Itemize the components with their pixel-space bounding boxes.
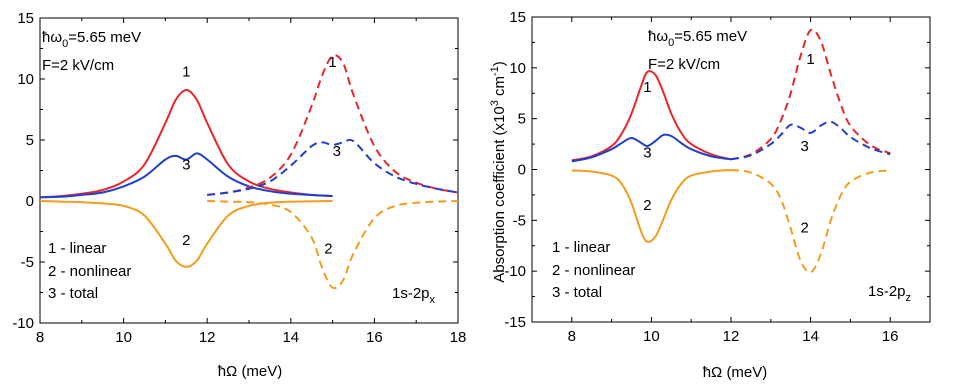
- curve-label: 1: [806, 51, 814, 68]
- x-axis-label: ħΩ (meV): [218, 363, 283, 380]
- legend-entry: 1 - linear: [552, 239, 610, 256]
- curve-label: 1: [643, 79, 651, 96]
- legend-entry: 1 - linear: [48, 240, 106, 257]
- series-line-2-solid: [571, 169, 732, 243]
- series-line-1-solid: [571, 70, 732, 162]
- transition-subscript: x: [430, 294, 436, 306]
- y-tick-label: 15: [17, 10, 34, 27]
- param-subscript: 0: [62, 38, 68, 50]
- series-line-1-dashed: [207, 54, 459, 196]
- x-axis-label: ħΩ (meV): [703, 364, 768, 381]
- field-text: F=2 kV/cm: [42, 57, 114, 74]
- legend-entry: 3 - total: [552, 284, 602, 301]
- transition-subscript: z: [906, 292, 912, 304]
- x-tick-label: 14: [282, 329, 299, 346]
- x-tick-label: 12: [723, 328, 740, 345]
- param-text: ħω0=5.65 meV: [648, 28, 747, 49]
- y-tick-label: -5: [21, 254, 34, 271]
- series-line-3-dashed: [730, 120, 891, 161]
- transition-label: 1s-2pz: [868, 283, 911, 304]
- legend-entry: 2 - nonlinear: [552, 262, 635, 279]
- curve-label: 3: [182, 156, 190, 173]
- y-tick-label: 10: [17, 71, 34, 88]
- y-tick-label: 5: [518, 111, 526, 128]
- y-tick-label: 10: [509, 60, 526, 77]
- y-tick-label: 15: [509, 9, 526, 26]
- curve-label: 2: [800, 220, 808, 237]
- series-line-2-dashed: [207, 200, 459, 290]
- curve-label: 1: [182, 64, 190, 81]
- y-tick-label: -15: [504, 314, 526, 331]
- transition-label: 1s-2px: [392, 285, 436, 306]
- param-value: =5.65 meV: [68, 29, 141, 46]
- param-value: =5.65 meV: [674, 28, 747, 45]
- curve-label: 3: [643, 144, 651, 161]
- param-hbar-omega: ħω: [42, 29, 62, 46]
- param-hbar-omega: ħω: [648, 28, 668, 45]
- y-tick-label: 0: [518, 162, 526, 179]
- curve-label: 3: [800, 138, 808, 155]
- x-tick-label: 16: [366, 329, 383, 346]
- x-tick-label: 16: [882, 328, 899, 345]
- transition-main: 1s-2p: [868, 283, 906, 300]
- curve-label: 2: [324, 240, 332, 257]
- x-tick-label: 10: [115, 329, 132, 346]
- x-tick-label: 18: [450, 329, 467, 346]
- x-tick-label: 8: [568, 328, 576, 345]
- x-tick-label: 14: [802, 328, 819, 345]
- field-text: F=2 kV/cm: [648, 56, 720, 73]
- y-tick-label: -5: [513, 212, 526, 229]
- curve-label: 2: [643, 197, 651, 214]
- curve-label: 2: [182, 232, 190, 249]
- y-axis-label-sup: 3: [489, 100, 501, 106]
- y-axis-label-unit: cm: [491, 76, 508, 100]
- x-tick-label: 10: [643, 328, 660, 345]
- curve-label: 3: [333, 143, 341, 160]
- series-line-1-solid: [39, 88, 333, 199]
- legend-entry: 2 - nonlinear: [48, 263, 131, 280]
- y-axis-label-sup2: -1: [489, 66, 501, 76]
- x-tick-label: 8: [36, 329, 44, 346]
- y-axis-label-end: ): [491, 61, 508, 66]
- transition-main: 1s-2p: [392, 285, 430, 302]
- x-tick-label: 12: [199, 329, 216, 346]
- y-tick-label: 5: [26, 132, 34, 149]
- param-subscript: 0: [668, 37, 674, 49]
- y-axis-label: Absorption coefficient (x103 cm-1): [489, 61, 508, 283]
- y-tick-label: 0: [26, 193, 34, 210]
- y-axis-label-main: Absorption coefficient (x10: [491, 106, 508, 283]
- series-line-2-dashed: [730, 169, 891, 274]
- curve-label: 1: [328, 54, 336, 71]
- param-text: ħω0=5.65 meV: [42, 29, 141, 50]
- legend-entry: 3 - total: [48, 285, 98, 302]
- series-line-3-dashed: [207, 138, 459, 196]
- y-tick-label: -10: [12, 315, 34, 332]
- series-line-3-solid: [39, 152, 333, 199]
- series-line-1-dashed: [730, 28, 891, 161]
- series-line-3-solid: [571, 133, 732, 163]
- y-tick-label: -10: [504, 263, 526, 280]
